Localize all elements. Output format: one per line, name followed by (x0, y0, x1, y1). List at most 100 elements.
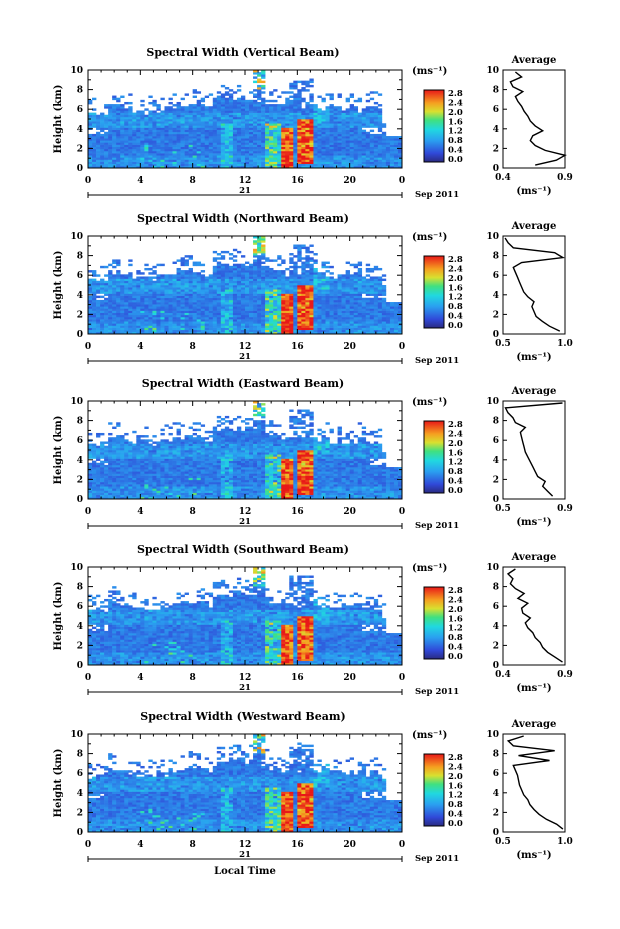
heatmap-cell (160, 142, 165, 145)
heatmap-cell (377, 314, 383, 318)
heatmap-cell (257, 246, 262, 250)
heatmap-cell (313, 133, 318, 137)
heatmap-cell (92, 278, 97, 282)
heatmap-cell (216, 157, 222, 160)
heatmap-cell (208, 133, 214, 137)
heatmap-cell (257, 304, 262, 307)
heatmap-cell (140, 125, 145, 128)
heatmap-cell (220, 108, 226, 111)
heatmap-cell (224, 293, 230, 296)
heatmap-cell (212, 304, 218, 307)
heatmap-cell (152, 304, 157, 307)
heatmap-cell (148, 163, 153, 167)
heatmap-cell (220, 159, 226, 162)
heatmap-cell (236, 119, 242, 122)
heatmap-cell (293, 121, 298, 124)
heatmap-cell (321, 110, 326, 113)
heatmap-cell (349, 150, 354, 154)
heatmap-cell (273, 104, 278, 107)
heatmap-cell (232, 161, 238, 165)
heatmap-cell (180, 129, 185, 133)
heatmap-cell (341, 295, 346, 299)
heatmap-cell (337, 323, 342, 326)
heatmap-cell (397, 138, 403, 141)
heatmap-cell (305, 140, 310, 143)
heatmap-cell (204, 289, 210, 292)
heatmap-cell (168, 108, 173, 111)
heatmap-cell (309, 150, 314, 154)
heatmap-cell (92, 161, 97, 165)
heatmap-cell (329, 321, 334, 324)
heatmap-cell (128, 280, 133, 284)
heatmap-cell (224, 323, 230, 326)
heatmap-cell (228, 282, 234, 286)
heatmap-cell (265, 138, 270, 141)
heatmap-cell (345, 121, 350, 124)
heatmap-cell (136, 304, 141, 307)
heatmap-cell (192, 329, 197, 333)
heatmap-cell (224, 101, 230, 105)
heatmap-cell (116, 110, 121, 113)
heatmap-cell (265, 310, 270, 313)
heatmap-cell (112, 159, 117, 162)
heatmap-cell (116, 97, 121, 101)
heatmap-cell (188, 131, 193, 135)
heatmap-cell (188, 327, 193, 331)
heatmap-cell (208, 93, 214, 96)
heatmap-cell (297, 157, 302, 160)
heatmap-cell (317, 310, 322, 313)
heatmap-cell (168, 306, 173, 309)
heatmap-cell (112, 323, 117, 326)
heatmap-cell (160, 308, 165, 311)
heatmap-cell (220, 99, 226, 103)
heatmap-cell (333, 282, 338, 286)
heatmap-cell (144, 297, 149, 301)
heatmap-cell (265, 299, 270, 303)
heatmap-cell (365, 157, 371, 160)
heatmap-cell (128, 274, 133, 277)
heatmap-cell (373, 106, 379, 109)
heatmap-cell (96, 287, 101, 290)
heatmap-cell (325, 299, 330, 303)
heatmap-cell (224, 302, 230, 305)
heatmap-cell (289, 125, 294, 128)
heatmap-cell (220, 278, 226, 282)
heatmap-cell (140, 293, 145, 296)
heatmap-cell (128, 93, 133, 96)
heatmap-cell (281, 157, 286, 160)
colorbar-tick-label: 2.0 (448, 108, 463, 118)
heatmap-cell (192, 278, 197, 282)
heatmap-cell (293, 276, 298, 279)
heatmap-cell (100, 312, 105, 316)
heatmap-cell (317, 146, 322, 150)
heatmap-cell (176, 129, 181, 133)
heatmap-cell (232, 106, 238, 109)
heatmap-cell (365, 306, 371, 309)
heatmap-cell (297, 127, 302, 130)
heatmap-cell (261, 325, 266, 328)
heatmap-cell (333, 157, 338, 160)
heatmap-cell (164, 150, 169, 154)
heatmap-cell (349, 116, 354, 120)
heatmap-cell (208, 312, 214, 316)
heatmap-cell (204, 306, 210, 309)
heatmap-cell (305, 108, 310, 111)
heatmap-cell (184, 310, 189, 313)
heatmap-cell (269, 310, 274, 313)
heatmap-cell (377, 116, 383, 120)
heatmap-cell (361, 276, 367, 279)
heatmap-cell (88, 140, 93, 143)
heatmap-cell (309, 95, 314, 98)
heatmap-cell (196, 123, 202, 126)
heatmap-cell (249, 289, 254, 292)
heatmap-cell (88, 325, 93, 328)
heatmap-cell (100, 265, 105, 269)
heatmap-cell (180, 304, 185, 307)
heatmap-cell (128, 319, 133, 322)
heatmap-cell (184, 306, 189, 309)
heatmap-cell (361, 150, 367, 154)
heatmap-cell (353, 123, 359, 126)
heatmap-cell (341, 157, 346, 160)
heatmap-cell (184, 163, 189, 167)
heatmap-cell (168, 161, 173, 165)
